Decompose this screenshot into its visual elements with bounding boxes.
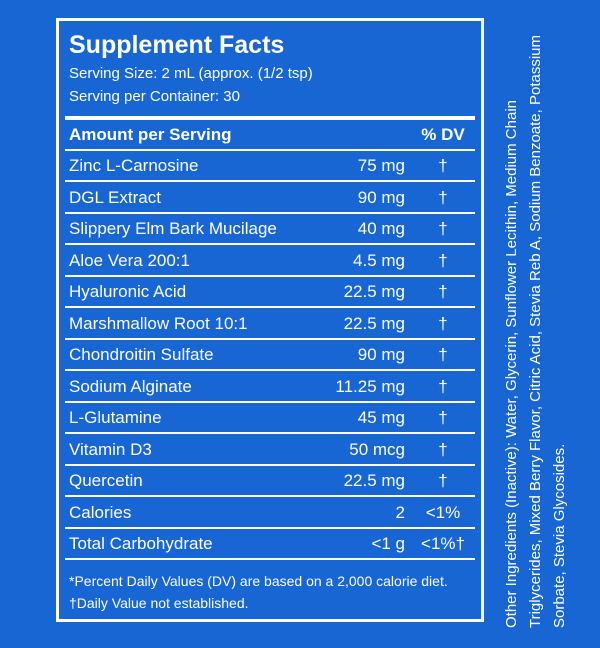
nutrient-amount: 40 mg xyxy=(357,219,405,238)
nutrient-name: L-Glutamine xyxy=(69,408,162,427)
nutrient-row: Marshmallow Root 10:1 22.5 mg † xyxy=(65,309,475,340)
nutrient-row: Zinc L-Carnosine 75 mg † xyxy=(65,151,475,182)
nutrient-amount: 4.5 mg xyxy=(353,250,405,270)
footnote: *Percent Daily Values (DV) are based on … xyxy=(69,573,448,589)
nutrient-amount: 90 mg xyxy=(357,187,405,207)
nutrient-amount: 75 mg xyxy=(357,156,405,175)
nutrient-dv: † xyxy=(438,471,448,490)
nutrient-name: DGL Extract xyxy=(69,187,161,207)
nutrient-dv: † xyxy=(438,313,448,333)
nutrient-amount: 22.5 mg xyxy=(343,313,405,333)
nutrient-dv: † xyxy=(438,250,448,270)
nutrient-amount: 22.5 mg xyxy=(343,282,405,301)
nutrient-amount: 22.5 mg xyxy=(343,471,405,490)
nutrient-name: Zinc L-Carnosine xyxy=(69,156,199,175)
nutrient-dv: <1%† xyxy=(421,534,465,553)
nutrient-row: Total Carbohydrate <1 g <1%† xyxy=(65,529,475,560)
nutrient-name: Vitamin D3 xyxy=(69,439,152,459)
nutrient-dv: † xyxy=(438,187,448,207)
nutrient-row: Hyaluronic Acid 22.5 mg † xyxy=(65,277,475,308)
nutrient-amount: 50 mcg xyxy=(349,439,405,459)
title: Supplement Facts xyxy=(69,31,285,59)
nutrient-row: Slippery Elm Bark Mucilage 40 mg † xyxy=(65,214,475,245)
header-row: Amount per Serving % DV xyxy=(65,120,475,151)
facts-panel: Supplement Facts Serving Size: 2 mL (app… xyxy=(56,18,484,622)
nutrient-row: Calories 2 <1% xyxy=(65,498,475,529)
nutrient-name: Slippery Elm Bark Mucilage xyxy=(69,219,277,238)
nutrient-dv: † xyxy=(438,345,448,364)
nutrient-name: Total Carbohydrate xyxy=(69,534,213,553)
nutrient-dv: † xyxy=(438,219,448,238)
nutrient-amount: 11.25 mg xyxy=(335,376,405,396)
nutrient-dv: † xyxy=(438,408,448,427)
nutrient-dv: † xyxy=(438,156,448,175)
servings: Serving per Container: 30 xyxy=(69,88,240,105)
nutrient-row: Sodium Alginate 11.25 mg † xyxy=(65,372,475,403)
header-amount: Amount per Serving xyxy=(69,125,232,144)
nutrient-name: Quercetin xyxy=(69,471,143,490)
nutrient-dv: † xyxy=(438,376,448,396)
footnote: †Daily Value not established. xyxy=(69,595,249,611)
serving-size: Serving Size: 2 mL (approx. (1/2 tsp) xyxy=(69,65,313,82)
nutrient-name: Chondroitin Sulfate xyxy=(69,345,214,364)
nutrient-amount: 90 mg xyxy=(357,345,405,364)
nutrient-row: Vitamin D3 50 mcg † xyxy=(65,435,475,466)
nutrient-row: L-Glutamine 45 mg † xyxy=(65,403,475,434)
nutrient-name: Sodium Alginate xyxy=(69,376,192,396)
nutrient-amount: 45 mg xyxy=(357,408,405,427)
nutrient-row: Aloe Vera 200:1 4.5 mg † xyxy=(65,246,475,277)
nutrient-dv: † xyxy=(438,439,448,459)
nutrient-name: Calories xyxy=(69,502,132,522)
nutrient-row: Chondroitin Sulfate 90 mg † xyxy=(65,340,475,371)
header-dv: % DV xyxy=(421,125,465,144)
nutrient-name: Hyaluronic Acid xyxy=(69,282,187,301)
nutrient-dv: <1% xyxy=(425,502,461,522)
nutrient-name: Aloe Vera 200:1 xyxy=(69,250,190,270)
nutrient-row: Quercetin 22.5 mg † xyxy=(65,466,475,497)
divider xyxy=(65,116,475,120)
other-ingredients: Other Ingredients (Inactive): Water, Gly… xyxy=(503,34,568,628)
nutrient-name: Marshmallow Root 10:1 xyxy=(69,313,248,333)
nutrient-amount: <1 g xyxy=(371,534,405,553)
nutrient-row: DGL Extract 90 mg † xyxy=(65,183,475,214)
nutrient-amount: 2 xyxy=(395,502,405,522)
nutrient-dv: † xyxy=(438,282,448,301)
